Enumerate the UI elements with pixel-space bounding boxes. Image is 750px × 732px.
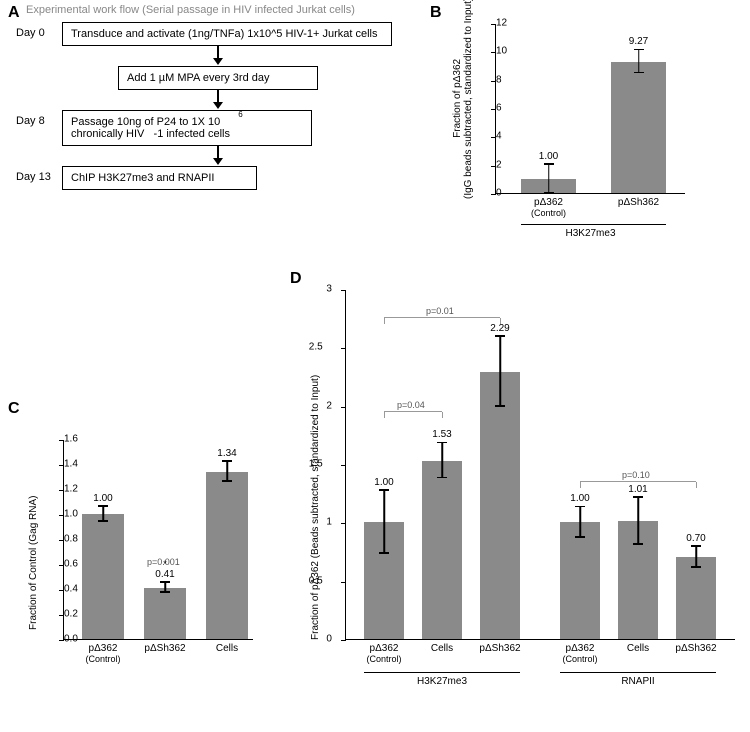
flow-step: Passage 10ng of P24 to 1X 106chronically… [62, 110, 312, 146]
x-tick-label: Cells [216, 643, 238, 654]
p-value: p=0.04 [397, 400, 425, 410]
x-tick-label: pΔ362(Control) [531, 197, 566, 219]
x-tick-label: pΔ362(Control) [85, 643, 120, 665]
flow-step: ChIP H3K27me3 and RNAPII [62, 166, 257, 190]
panel-d-letter: D [290, 270, 302, 288]
x-tick-label: pΔSh362 [675, 643, 716, 654]
x-tick-label: Cells [627, 643, 649, 654]
bar [144, 588, 186, 639]
bar [82, 514, 124, 639]
panel-b-chart: B Fraction of pΔ362(IgG beads subtracted… [430, 4, 730, 234]
flow-arrow [118, 90, 318, 110]
flow-container: Day 0 Transduce and activate (1ng/TNFa) 1… [8, 22, 408, 190]
bar-value-label: 1.01 [628, 484, 647, 495]
y-tick-label: 0.5 [309, 575, 323, 586]
flow-step: Transduce and activate (1ng/TNFa) 1x10^5… [62, 22, 392, 46]
x-tick-label: pΔSh362 [618, 197, 659, 208]
flow-day-label: Day 0 [16, 27, 45, 39]
bar-value-label: 1.00 [93, 493, 112, 504]
flow-day-label: Day 8 [16, 115, 45, 127]
bar [422, 461, 462, 640]
bar [560, 522, 600, 639]
y-tick-label: 1 [326, 517, 332, 528]
bar-value-label: 0.70 [686, 533, 705, 544]
panel-d-ylabel: Fraction of pΔ362 (Beads subtracted, sta… [310, 375, 321, 640]
panel-a-flowchart: A Experimental work flow (Serial passage… [8, 4, 408, 190]
y-tick-label: 0 [326, 634, 332, 645]
p-value: p=0.01 [426, 306, 454, 316]
panel-b-letter: B [430, 4, 442, 22]
x-group-label: H3K27me3 [496, 228, 685, 239]
x-tick-label: Cells [431, 643, 453, 654]
bar-value-label: 1.00 [539, 151, 558, 162]
bar-value-label: 0.41 [155, 569, 174, 580]
panel-a-letter: A [8, 4, 20, 22]
flow-step: Add 1 µM MPA every 3rd day [118, 66, 318, 90]
panel-c-plot: 0.00.20.40.60.81.01.21.41.61.00pΔ362(Con… [63, 440, 253, 640]
y-tick-label: 2.5 [309, 342, 323, 353]
bar [611, 62, 666, 193]
panel-d-chart: D Fraction of pΔ362 (Beads subtracted, s… [290, 270, 745, 700]
x-tick-label: pΔ362(Control) [562, 643, 597, 665]
bar-value-label: 1.00 [570, 493, 589, 504]
flow-day-label: Day 13 [16, 171, 51, 183]
bar-value-label: 9.27 [629, 36, 648, 47]
y-tick-label: 3 [326, 284, 332, 295]
panel-c-ylabel: Fraction of Control (Gag RNA) [28, 496, 39, 631]
panel-a-title: Experimental work flow (Serial passage i… [26, 4, 408, 16]
y-tick-label: 2 [326, 400, 332, 411]
panel-b-ylabel: Fraction of pΔ362(IgG beads subtracted, … [452, 0, 474, 199]
x-group-label: H3K27me3 [364, 676, 520, 687]
bar [676, 557, 716, 639]
panel-d-plot: 00.511.522.531.00pΔ362(Control)1.53Cells… [345, 290, 735, 640]
flow-arrow [118, 146, 318, 166]
bar-value-label: 1.53 [432, 429, 451, 440]
bar-value-label: 1.34 [217, 448, 236, 459]
x-tick-label: pΔSh362 [479, 643, 520, 654]
p-value: p=0.10 [622, 470, 650, 480]
bar [480, 372, 520, 639]
bar-value-label: 1.00 [374, 477, 393, 488]
bar-value-label: 2.29 [490, 323, 509, 334]
panel-b-plot: 0246810121.00pΔ362(Control)9.27pΔSh362H3… [495, 24, 685, 194]
x-group-label: RNAPII [560, 676, 716, 687]
panel-c-chart: C Fraction of Control (Gag RNA) 0.00.20.… [8, 400, 278, 680]
y-tick-label: 1.5 [309, 459, 323, 470]
x-tick-label: pΔ362(Control) [366, 643, 401, 665]
flow-arrow [118, 46, 318, 66]
x-tick-label: pΔSh362 [144, 643, 185, 654]
bar [206, 472, 248, 640]
panel-c-letter: C [8, 400, 20, 418]
